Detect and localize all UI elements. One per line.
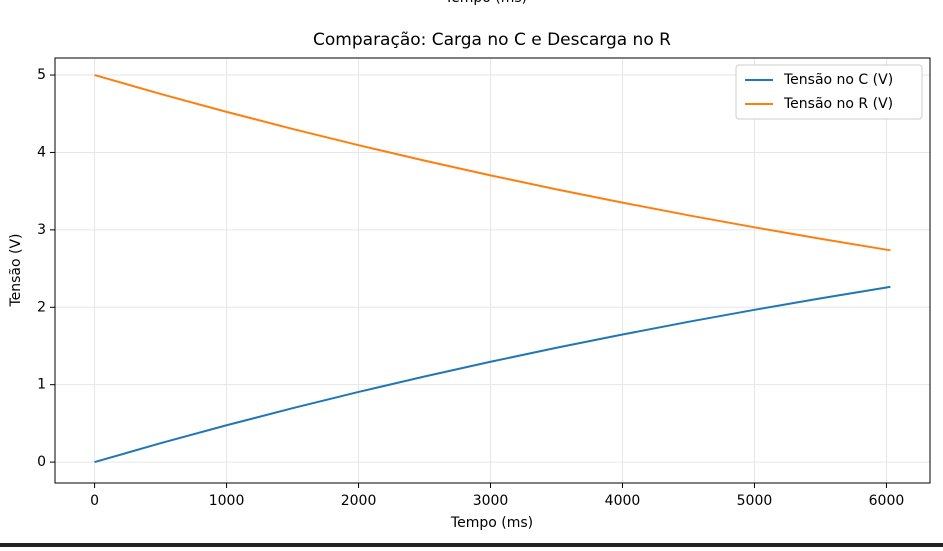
bottom-bar [0, 543, 943, 547]
x-tick-label: 6000 [869, 493, 905, 509]
y-axis-label: Tensão (V) [8, 233, 24, 307]
legend-box [735, 64, 923, 120]
chart-title: Comparação: Carga no C e Descarga no R [313, 30, 671, 50]
y-tick-label: 3 [37, 222, 46, 238]
y-tick-label: 2 [37, 299, 46, 315]
legend-label: Tensão no R (V) [783, 96, 893, 112]
legend-label: Tensão no C (V) [783, 72, 893, 88]
line-series [94, 74, 891, 252]
x-tick-label: 0 [90, 493, 99, 509]
x-tick-label: 3000 [473, 493, 509, 509]
line-series [94, 285, 891, 464]
y-tick-label: 1 [37, 377, 46, 393]
x-tick-label: 5000 [737, 493, 773, 509]
clipped-label: Tempo (ms) [444, 0, 527, 6]
x-tick-label: 4000 [605, 493, 641, 509]
plot-frame [54, 57, 931, 484]
x-axis-label: Tempo (ms) [450, 515, 533, 531]
y-tick-label: 0 [37, 454, 46, 470]
x-tick-label: 2000 [341, 493, 377, 509]
y-tick-label: 5 [37, 67, 46, 83]
y-tick-label: 4 [37, 144, 46, 160]
x-tick-label: 1000 [209, 493, 245, 509]
